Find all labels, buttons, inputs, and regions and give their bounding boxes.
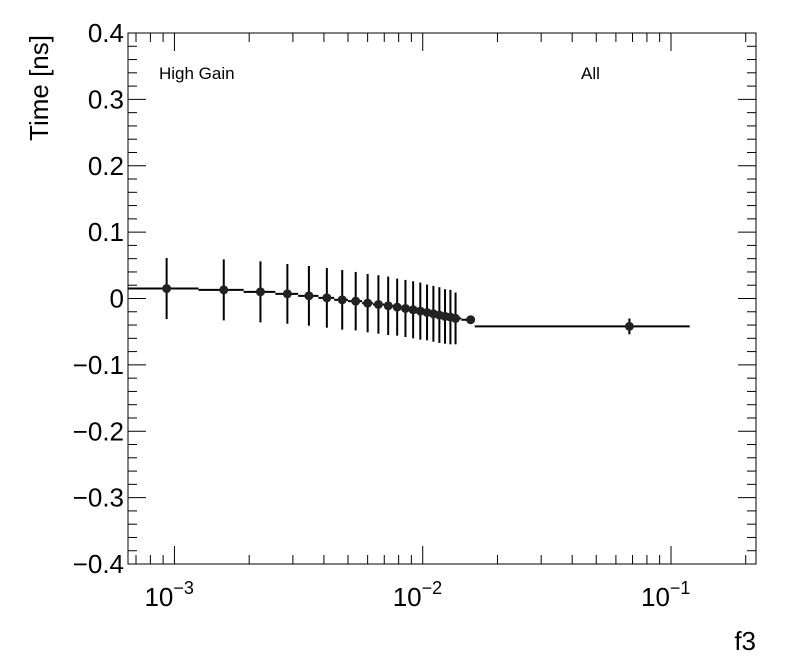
data-point — [415, 282, 425, 340]
x-tick-labels: 10−3 10−2 10−1 — [144, 578, 690, 612]
data-point — [372, 275, 385, 334]
marker — [322, 293, 332, 303]
data-point — [298, 265, 319, 326]
y-tick-label: 0.1 — [88, 217, 124, 247]
y-tick-label: 0.2 — [88, 151, 124, 181]
x-tick-label: 10−1 — [641, 578, 690, 612]
y-tick-labels: 0.4 0.3 0.2 0.1 0 −0.1 −0.2 −0.3 −0.4 — [73, 18, 124, 579]
data-point — [461, 315, 476, 325]
y-tick-label: 0 — [110, 284, 124, 314]
data-point — [400, 279, 410, 337]
marker — [400, 303, 410, 313]
marker — [415, 306, 425, 316]
marker — [466, 315, 476, 325]
data-point — [198, 259, 244, 321]
y-axis-title: Time [ns] — [24, 35, 54, 141]
y-tick-label: 0.3 — [88, 84, 124, 114]
marker — [624, 321, 634, 331]
data-point — [408, 281, 418, 339]
data-point — [275, 263, 299, 324]
marker — [373, 299, 383, 309]
y-tick-label: −0.4 — [73, 549, 124, 579]
marker — [255, 287, 265, 297]
data-point — [392, 278, 402, 336]
x-axis-title: f3 — [734, 626, 756, 656]
y-tick-label: 0.4 — [88, 18, 124, 48]
marker — [383, 301, 393, 311]
annotation-high-gain: High Gain — [159, 64, 235, 83]
annotation-all: All — [581, 64, 600, 83]
marker — [304, 291, 314, 301]
data-point — [474, 318, 690, 335]
y-tick-label: −0.1 — [73, 350, 124, 380]
data-point — [383, 276, 394, 336]
marker — [451, 313, 461, 323]
marker — [363, 298, 373, 308]
data-point — [347, 271, 363, 331]
marker — [219, 285, 229, 295]
data-point — [362, 273, 373, 333]
data-point — [334, 269, 348, 330]
axis-ticks — [128, 32, 756, 565]
y-tick-label: −0.3 — [73, 483, 124, 513]
data-series — [128, 258, 690, 345]
data-point — [451, 292, 462, 345]
marker — [282, 289, 292, 299]
marker — [162, 284, 172, 294]
marker — [392, 302, 402, 312]
plot-frame — [127, 32, 757, 565]
marker — [408, 305, 418, 315]
data-point — [243, 261, 276, 323]
y-tick-label: −0.2 — [73, 416, 124, 446]
marker — [337, 295, 347, 305]
data-point — [128, 258, 199, 320]
data-point — [318, 267, 335, 328]
marker — [351, 296, 361, 306]
x-tick-label: 10−3 — [144, 578, 193, 612]
x-tick-label: 10−2 — [393, 578, 442, 612]
